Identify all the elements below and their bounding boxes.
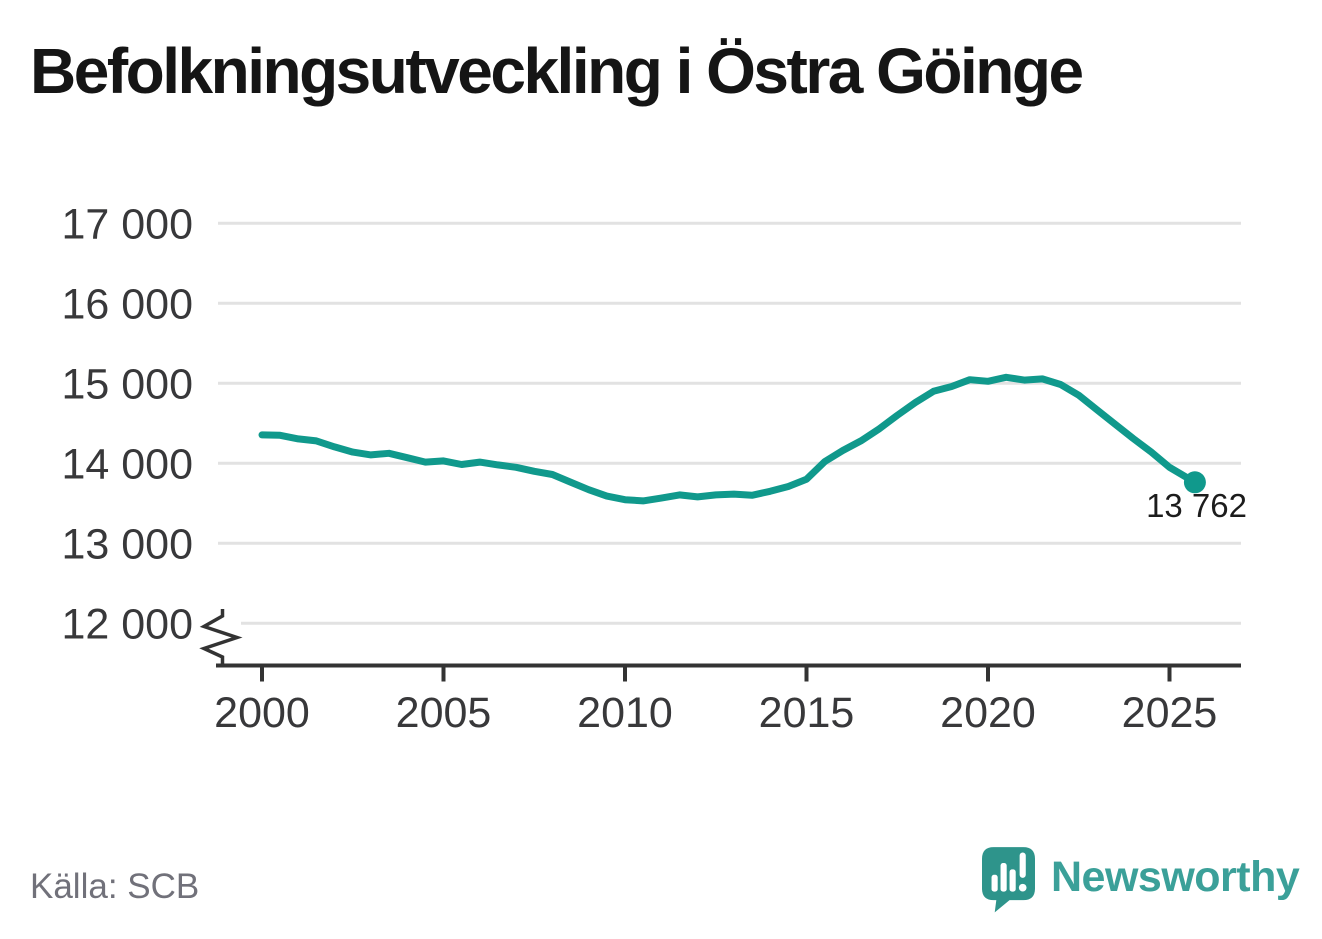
gridlines [218,221,1241,625]
x-tick-label-2015: 2015 [759,689,855,737]
population-line [258,373,1199,505]
line-series [258,373,1206,505]
speech-bubble-bar-chart-icon [982,847,1035,913]
x-tick-label-2020: 2020 [940,689,1036,737]
population-line-chart: 17 000 16 000 15 000 14 000 13 000 12 000 200… [61,200,1247,737]
y-tick-label-16000: 16 000 [61,280,193,328]
x-tick-label-2010: 2010 [577,689,673,737]
x-tick-label-2005: 2005 [396,689,492,737]
y-tick-label-13000: 13 000 [61,520,193,568]
x-tick-label-2025: 2025 [1122,689,1218,737]
latest-value-dot [1183,471,1206,494]
y-axis-tick-labels: 17 000 16 000 15 000 14 000 13 000 12 000 [61,200,193,648]
newsworthy-wordmark: Newsworthy [1051,853,1300,901]
y-tick-label-14000: 14 000 [61,440,193,488]
x-tick-label-2000: 2000 [214,689,310,737]
source-caption: Källa: SCB [30,867,200,906]
x-axis-ticks: 2000 2005 2010 2015 2020 2025 [214,667,1218,737]
y-tick-label-17000: 17 000 [61,200,193,248]
newsworthy-logo: Newsworthy [982,847,1300,913]
y-tick-label-12000: 12 000 [61,600,193,648]
y-axis-break-icon [199,609,243,666]
latest-value-label: 13 762 [1146,487,1247,524]
chart-title: Befolkningsutveckling i Östra Göinge [30,35,1084,107]
y-tick-label-15000: 15 000 [61,360,193,408]
